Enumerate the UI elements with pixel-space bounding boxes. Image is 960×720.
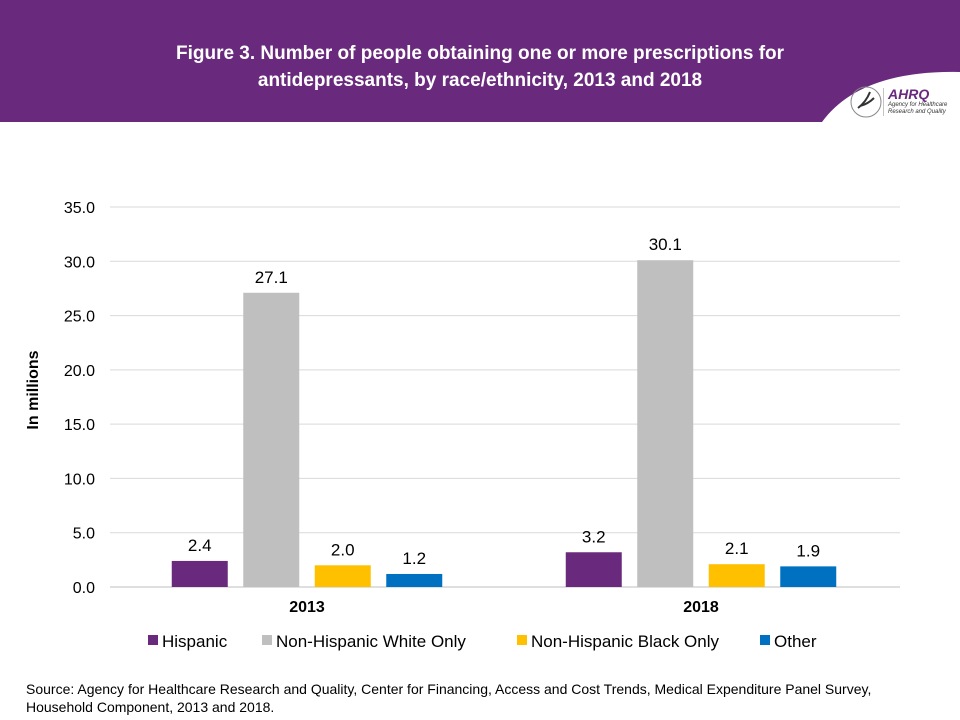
legend-swatch — [262, 635, 272, 645]
legend-label: Non-Hispanic White Only — [276, 632, 466, 651]
legend-label: Non-Hispanic Black Only — [531, 632, 720, 651]
chart-title: Figure 3. Number of people obtaining one… — [175, 43, 785, 91]
y-tick-label: 5.0 — [73, 526, 95, 543]
y-tick-label: 25.0 — [64, 309, 95, 326]
data-label: 1.2 — [402, 549, 426, 568]
legend-label: Hispanic — [162, 632, 228, 651]
ahrq-logo: AHRQ Agency for Healthcare Research and Qu… — [848, 84, 958, 120]
bar — [565, 552, 622, 587]
y-tick-label: 20.0 — [64, 363, 95, 380]
x-tick-label: 2018 — [683, 599, 719, 616]
x-tick-label: 2013 — [289, 599, 325, 616]
source-note: Source: Agency for Healthcare Research a… — [26, 681, 872, 715]
header-banner — [0, 0, 960, 122]
y-tick-label: 15.0 — [64, 417, 95, 434]
data-label: 3.2 — [582, 527, 606, 546]
bar — [637, 260, 694, 587]
y-tick-label: 10.0 — [64, 471, 95, 488]
bar — [708, 564, 765, 587]
bar — [171, 560, 228, 587]
bar — [314, 565, 371, 587]
y-tick-label: 30.0 — [64, 254, 95, 271]
data-label: 27.1 — [255, 268, 288, 287]
bar — [243, 292, 300, 587]
legend-swatch — [517, 635, 527, 645]
legend-label: Other — [774, 632, 817, 651]
bar — [386, 573, 443, 587]
legend-swatch — [148, 635, 158, 645]
data-label: 1.9 — [796, 541, 820, 560]
data-label: 30.1 — [649, 235, 682, 254]
legend-swatch — [760, 635, 770, 645]
data-label: 2.4 — [188, 536, 212, 555]
bar-chart: 0.0 5.0 10.0 15.0 20.0 25.0 30.0 35.0 In million… — [25, 200, 900, 651]
y-tick-label: 35.0 — [64, 200, 95, 217]
bar — [780, 566, 837, 587]
data-label: 2.0 — [331, 540, 355, 559]
data-label: 2.1 — [725, 539, 749, 558]
y-tick-label: 0.0 — [73, 580, 95, 597]
y-axis-label: In millions — [25, 350, 42, 429]
